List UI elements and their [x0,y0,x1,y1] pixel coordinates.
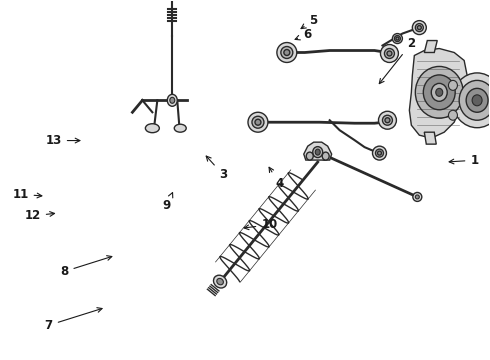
Ellipse shape [319,150,330,160]
Ellipse shape [459,80,490,120]
Circle shape [413,21,426,35]
Ellipse shape [423,75,455,110]
Ellipse shape [217,278,223,285]
Circle shape [380,45,398,62]
Ellipse shape [431,84,447,101]
Ellipse shape [416,195,419,199]
Text: 5: 5 [301,14,318,28]
Ellipse shape [170,97,175,103]
Text: 9: 9 [163,193,173,212]
Text: 11: 11 [12,188,42,201]
Text: 4: 4 [269,167,283,190]
Circle shape [284,50,290,55]
Ellipse shape [306,152,313,160]
Circle shape [372,146,387,160]
Text: 12: 12 [24,210,54,222]
Text: 1: 1 [449,154,478,167]
Circle shape [416,24,423,32]
Circle shape [394,36,400,41]
Ellipse shape [313,147,323,158]
Text: 6: 6 [295,28,311,41]
Circle shape [385,49,394,58]
Polygon shape [409,49,467,138]
Circle shape [396,37,399,40]
Ellipse shape [146,124,159,133]
Ellipse shape [413,193,422,201]
Ellipse shape [214,275,227,288]
Circle shape [378,111,396,129]
Circle shape [417,26,421,30]
Circle shape [387,51,392,56]
Ellipse shape [416,67,463,118]
Circle shape [255,119,261,125]
Ellipse shape [452,73,490,128]
Text: 7: 7 [45,308,102,332]
Text: 8: 8 [60,256,112,278]
Ellipse shape [436,88,443,96]
Ellipse shape [448,80,458,90]
Polygon shape [424,41,437,53]
Circle shape [375,149,384,157]
Circle shape [385,118,390,123]
Ellipse shape [472,95,482,106]
Circle shape [281,46,293,58]
Ellipse shape [174,124,186,132]
Text: 2: 2 [379,37,415,84]
Ellipse shape [466,88,488,112]
Circle shape [392,33,402,44]
Ellipse shape [167,94,177,106]
Circle shape [248,112,268,132]
Ellipse shape [315,149,320,155]
Ellipse shape [448,110,458,120]
Circle shape [377,151,382,155]
Circle shape [252,116,264,128]
Text: 10: 10 [244,218,277,231]
Text: 13: 13 [46,134,80,147]
Text: 3: 3 [206,156,227,181]
Polygon shape [304,142,332,160]
Ellipse shape [322,152,329,160]
Polygon shape [424,132,436,144]
Circle shape [277,42,297,62]
Circle shape [383,115,392,125]
